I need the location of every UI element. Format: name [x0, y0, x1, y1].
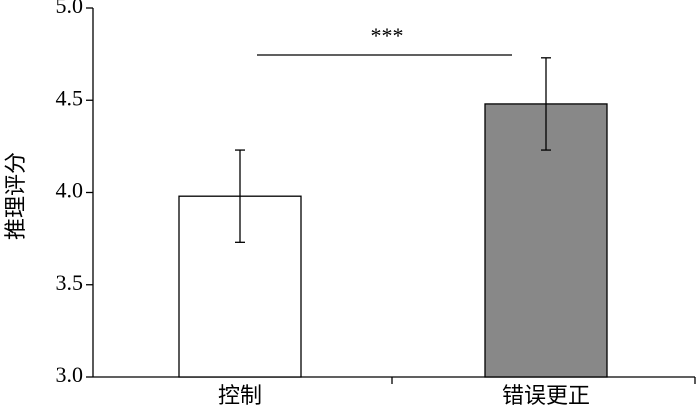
annotation: ***	[371, 23, 404, 48]
y-tick-label: 5.0	[56, 0, 84, 18]
y-axis-label: 推理评分	[3, 152, 28, 240]
y-tick-label: 3.0	[56, 362, 84, 387]
error-bar	[235, 149, 245, 243]
y-tick-label: 4.5	[56, 85, 84, 110]
error-bar	[541, 57, 551, 151]
x-tick-label: 错误更正	[502, 383, 590, 408]
x-tick-label: 控制	[218, 383, 262, 408]
y-tick-label: 4.0	[56, 178, 84, 203]
y-tick-label: 3.5	[56, 270, 84, 295]
